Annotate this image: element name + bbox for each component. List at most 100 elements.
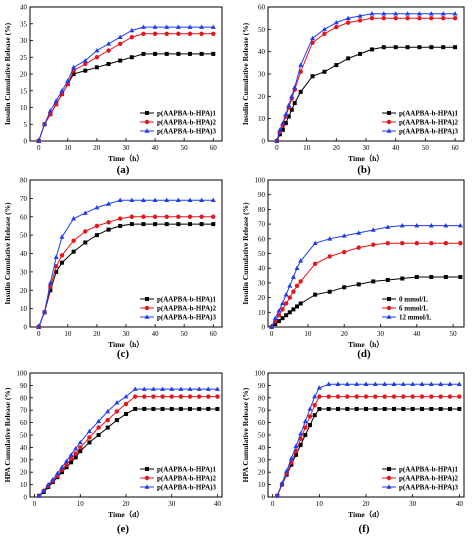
- data-point-s3: [307, 406, 313, 411]
- data-point-s2: [369, 15, 375, 21]
- data-point-s1: [188, 51, 192, 56]
- y-tick-label: 20: [20, 71, 28, 79]
- data-point-s2: [160, 394, 165, 399]
- data-point-s2: [322, 31, 327, 36]
- data-point-s1: [429, 406, 434, 411]
- data-point-s1: [60, 260, 64, 265]
- data-point-s1: [71, 249, 76, 254]
- data-point-s3: [117, 197, 123, 203]
- data-point-s3: [199, 197, 205, 203]
- panel-letter: (d): [357, 348, 371, 360]
- data-point-s1: [420, 406, 424, 411]
- y-tick-label: 35: [20, 20, 28, 28]
- data-point-s1: [342, 285, 347, 290]
- data-point-s2: [419, 394, 425, 399]
- y-axis-title: Insulin Cumulative Release (%): [241, 202, 250, 305]
- data-point-s3: [419, 381, 425, 386]
- data-point-s1: [326, 406, 331, 411]
- data-point-s3: [414, 222, 420, 228]
- data-point-s3: [312, 393, 318, 399]
- data-point-s1: [345, 406, 350, 411]
- legend: p(AAPBA-b-HPA)1p(AAPBA-b-HPA)2p(AAPBA-b-…: [140, 466, 216, 492]
- data-point-s1: [206, 406, 211, 411]
- x-tick-label: 40: [214, 500, 222, 508]
- data-point-s3: [269, 324, 275, 329]
- legend-label: p(AAPBA-b-HPA)3: [157, 314, 216, 322]
- y-axis-title: HPA Cumulative Release (%): [241, 387, 250, 482]
- data-point-s1: [429, 45, 434, 50]
- y-tick-label: 50: [20, 432, 28, 440]
- data-point-s2: [354, 394, 359, 399]
- legend: 0 mmol/L6 mmol/L12 mmol/L: [382, 296, 432, 322]
- data-point-s2: [373, 394, 378, 399]
- legend-label: p(AAPBA-b-HPA)2: [399, 475, 458, 483]
- data-point-s3: [140, 24, 146, 29]
- data-point-s3: [354, 381, 360, 386]
- x-tick-label: 50: [450, 330, 458, 338]
- data-point-s1: [133, 406, 138, 411]
- data-point-s2: [283, 301, 289, 306]
- data-point-s1: [414, 275, 419, 280]
- data-point-s1: [284, 313, 289, 318]
- data-point-s3: [391, 381, 397, 386]
- data-point-s3: [175, 24, 181, 29]
- data-point-s1: [291, 307, 296, 312]
- data-point-s1: [292, 101, 297, 106]
- x-tick-label: 0: [275, 144, 279, 152]
- x-tick-label: 10: [304, 330, 312, 338]
- data-point-s3: [106, 201, 112, 206]
- y-tick-label: 100: [255, 370, 266, 378]
- chart-panel-4: 0 10 20 30 40 50 0 10 20 30 40 50 60 70 80 90 100 Time（h）…: [241, 177, 465, 360]
- data-point-s3: [205, 386, 211, 391]
- data-point-s1: [273, 322, 278, 327]
- data-point-s1: [94, 233, 99, 238]
- chart-panel-6: 0 10 20 30 40 0 10 20 30 40 50 60 70 80 90 100 Time（d） HP…: [241, 370, 465, 535]
- data-point-s3: [152, 197, 158, 203]
- y-tick-label: 40: [258, 265, 266, 273]
- data-point-s1: [164, 51, 169, 56]
- x-tick-label: 30: [409, 500, 417, 508]
- data-point-s3: [187, 386, 193, 391]
- x-tick-label: 10: [303, 144, 311, 152]
- x-axis-title: Time（h）: [348, 339, 384, 349]
- data-point-s2: [187, 31, 193, 36]
- data-point-s3: [276, 308, 282, 313]
- data-point-s1: [199, 222, 204, 227]
- data-point-s2: [291, 289, 296, 294]
- x-tick-label: 10: [77, 500, 85, 508]
- data-point-s3: [382, 381, 388, 386]
- legend-label: 0 mmol/L: [399, 296, 428, 304]
- data-point-s3: [68, 452, 74, 457]
- data-point-s3: [114, 400, 120, 405]
- x-tick-label: 0: [33, 500, 37, 508]
- legend-marker: [386, 475, 392, 481]
- data-point-s1: [118, 223, 123, 228]
- data-point-s3: [293, 443, 299, 448]
- data-point-s3: [73, 446, 79, 451]
- x-tick-label: 20: [341, 330, 349, 338]
- data-point-s1: [83, 240, 88, 245]
- data-point-s3: [345, 15, 351, 20]
- legend-label: p(AAPBA-b-HPA)3: [157, 484, 216, 492]
- data-point-s1: [327, 289, 332, 294]
- data-point-s1: [153, 222, 158, 227]
- data-point-s3: [96, 418, 102, 424]
- data-point-s3: [292, 84, 298, 90]
- x-tick-label: 40: [152, 330, 160, 338]
- data-point-s3: [123, 393, 129, 399]
- data-point-s1: [69, 460, 74, 465]
- data-point-s3: [53, 254, 59, 259]
- x-tick-label: 20: [363, 500, 371, 508]
- data-point-s1: [441, 45, 446, 50]
- data-point-s3: [59, 464, 65, 470]
- data-point-s2: [83, 229, 88, 234]
- data-point-s3: [164, 197, 170, 203]
- data-point-s2: [169, 394, 174, 399]
- data-point-s3: [341, 233, 347, 238]
- series-line-2: [271, 242, 461, 328]
- data-point-s3: [187, 197, 193, 203]
- data-point-s2: [458, 241, 463, 246]
- data-point-s2: [334, 24, 339, 30]
- data-point-s2: [298, 279, 303, 284]
- data-point-s1: [129, 55, 134, 60]
